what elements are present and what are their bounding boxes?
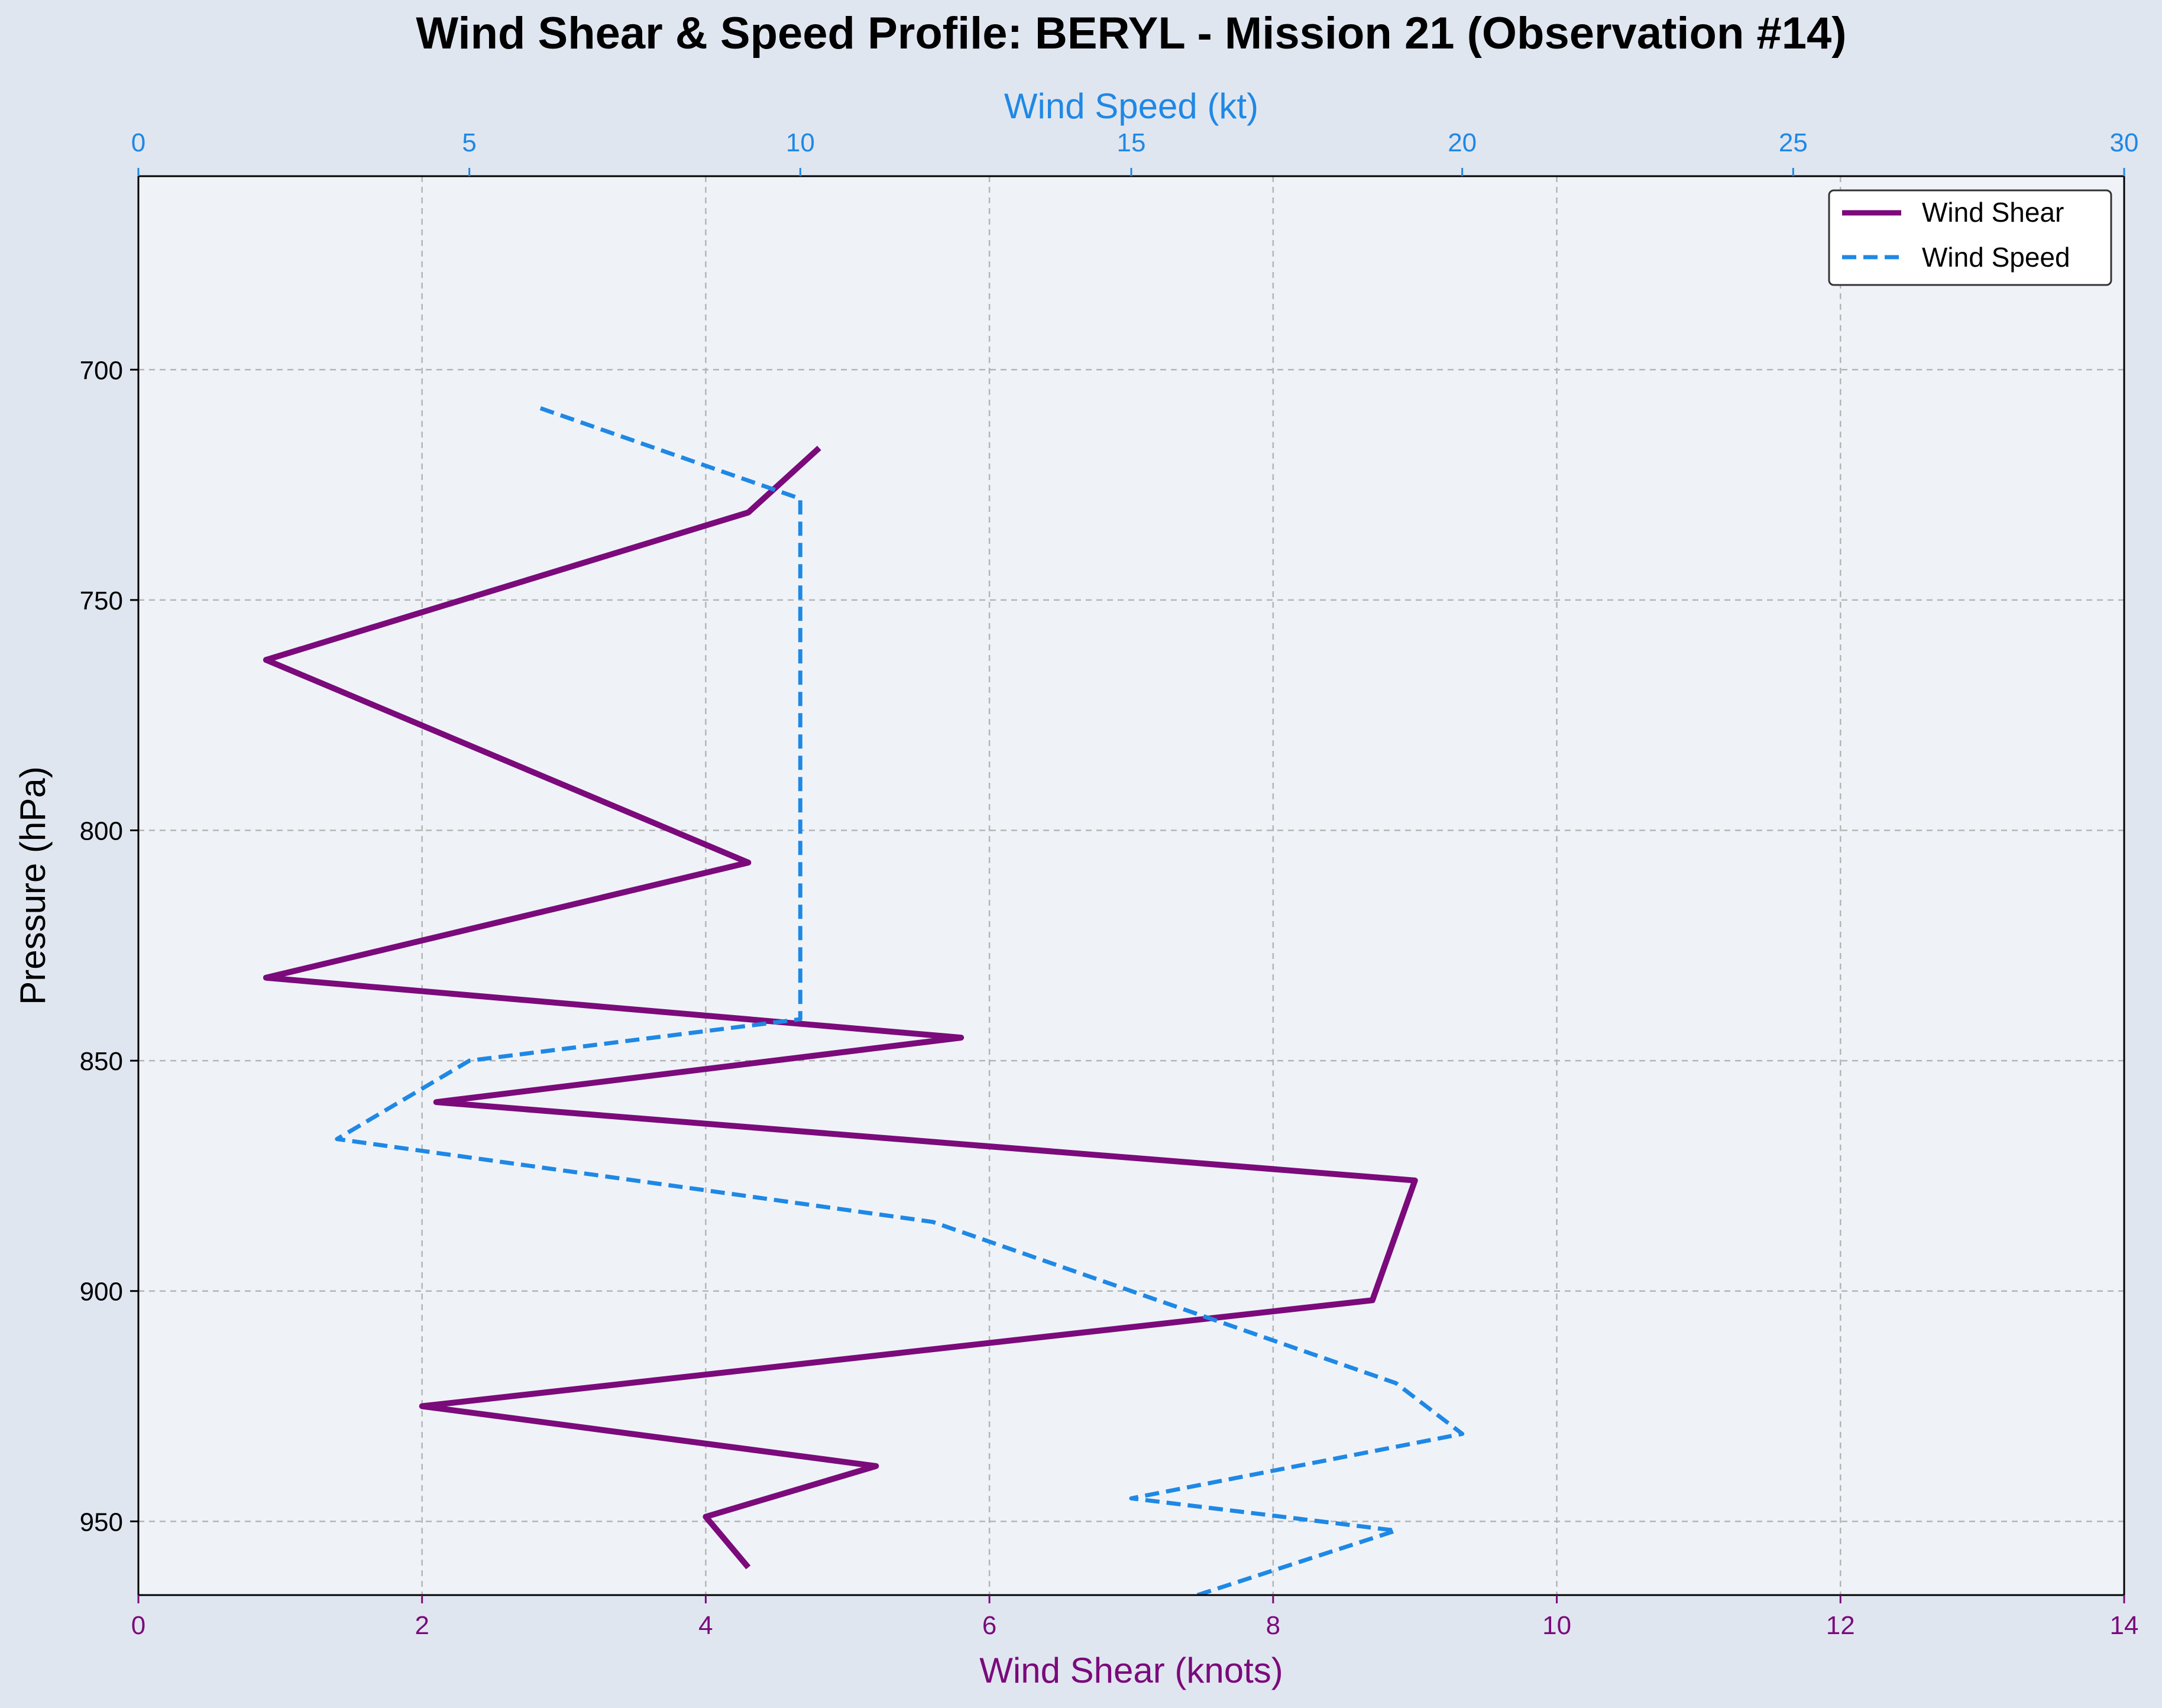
bottom-x-tick-label: 12 <box>1826 1611 1855 1640</box>
y-tick-label: 700 <box>80 356 123 385</box>
wind-shear-line <box>263 446 1418 1570</box>
top-x-tick-label: 15 <box>1117 128 1146 157</box>
bottom-x-tick-label: 6 <box>982 1611 996 1640</box>
bottom-x-tick-label: 0 <box>131 1611 145 1640</box>
top-axis-label: Wind Speed (kt) <box>1004 86 1258 126</box>
legend-shear-label: Wind Shear <box>1922 197 2064 228</box>
plot-area <box>138 176 2124 1595</box>
series-layer <box>263 404 1465 1595</box>
bottom-x-tick-label: 8 <box>1266 1611 1280 1640</box>
y-tick-label: 900 <box>80 1278 123 1307</box>
bottom-x-tick-label: 10 <box>1542 1611 1571 1640</box>
chart-title: Wind Shear & Speed Profile: BERYL - Miss… <box>416 8 1846 59</box>
bottom-x-tick-label: 4 <box>698 1611 713 1640</box>
y-tick-label: 950 <box>80 1508 123 1537</box>
ticks: 700 750 800 850 900 950 0 2 4 6 8 10 12 14 0 5 10 15 20 25 3… <box>80 128 2139 1640</box>
top-x-tick-label: 5 <box>462 128 476 157</box>
y-axis-label: Pressure (hPa) <box>13 766 53 1004</box>
top-x-tick-label: 25 <box>1779 128 1808 157</box>
top-x-tick-label: 20 <box>1448 128 1477 157</box>
grid <box>138 176 2124 1595</box>
bottom-axis-label: Wind Shear (knots) <box>979 1651 1283 1690</box>
wind-speed-line <box>335 404 1465 1595</box>
legend: Wind Shear Wind Speed <box>1828 189 2112 286</box>
top-x-tick-label: 30 <box>2110 128 2139 157</box>
top-x-tick-label: 0 <box>131 128 145 157</box>
top-x-tick-label: 10 <box>786 128 815 157</box>
y-tick-label: 750 <box>80 586 123 615</box>
bottom-x-tick-label: 14 <box>2110 1611 2139 1640</box>
legend-speed-label: Wind Speed <box>1922 242 2070 273</box>
y-tick-label: 850 <box>80 1047 123 1076</box>
bottom-x-tick-label: 2 <box>415 1611 429 1640</box>
y-tick-label: 800 <box>80 816 123 845</box>
